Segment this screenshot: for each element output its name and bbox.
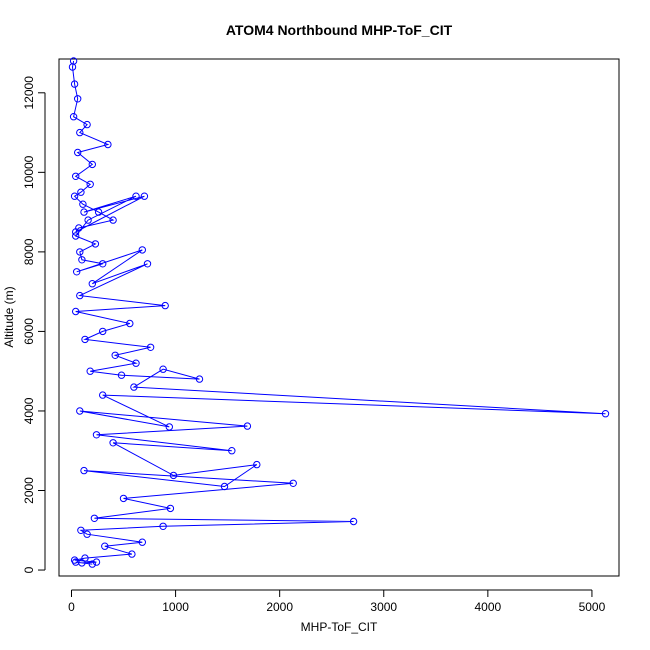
data-point xyxy=(92,558,101,566)
y-axis-label: Altitude (m) xyxy=(2,286,16,347)
y-tick-label: 2000 xyxy=(22,477,36,504)
data-point xyxy=(74,95,82,103)
data-point xyxy=(119,494,128,503)
data-point xyxy=(166,504,175,513)
data-point xyxy=(128,550,136,558)
data-point xyxy=(91,240,100,248)
data-point xyxy=(159,522,167,530)
data-point xyxy=(78,256,86,264)
y-axis: 0 2000 4000 6000 8000 10000 12000 xyxy=(22,76,46,573)
data-point xyxy=(109,439,117,447)
data-point xyxy=(83,530,91,538)
data-point xyxy=(130,383,138,391)
data-point xyxy=(111,351,119,359)
data-point xyxy=(92,431,101,439)
data-point xyxy=(77,188,85,196)
y-tick-label: 10000 xyxy=(22,155,36,189)
x-axis-label: MHP-ToF_CIT xyxy=(301,620,378,634)
x-tick-label: 2000 xyxy=(266,600,293,614)
data-point xyxy=(126,319,134,328)
data-point xyxy=(88,280,97,288)
data-point xyxy=(84,216,92,224)
data-point xyxy=(88,160,97,169)
data-point xyxy=(143,260,152,268)
data-point xyxy=(72,228,80,236)
data-point xyxy=(169,471,178,480)
data-point xyxy=(99,260,107,268)
data-point xyxy=(73,268,81,276)
data-point xyxy=(101,542,109,550)
x-tick-label: 1000 xyxy=(162,600,189,614)
data-point xyxy=(253,460,261,469)
data-point xyxy=(72,172,80,181)
data-point xyxy=(83,120,91,129)
data-point xyxy=(72,558,80,566)
data-point xyxy=(76,407,84,415)
data-point xyxy=(70,80,79,88)
data-point xyxy=(138,538,147,546)
y-tick-label: 4000 xyxy=(22,397,36,424)
data-point xyxy=(86,180,94,189)
data-point xyxy=(79,200,87,208)
data-point xyxy=(77,526,85,534)
x-axis: 0 1000 2000 3000 4000 5000 xyxy=(68,589,606,614)
x-tick-label: 3000 xyxy=(370,600,397,614)
data-point xyxy=(81,335,89,344)
data-point xyxy=(132,359,140,367)
data-point xyxy=(76,128,84,137)
data-point xyxy=(601,410,610,418)
data-point xyxy=(94,208,103,216)
data-point xyxy=(88,560,97,568)
data-point xyxy=(117,371,126,379)
data-point xyxy=(76,248,84,256)
data-series xyxy=(68,57,610,568)
data-point xyxy=(140,192,149,200)
data-point xyxy=(90,514,99,522)
data-point xyxy=(104,140,112,149)
y-tick-label: 6000 xyxy=(22,318,36,345)
data-point xyxy=(99,327,107,336)
y-tick-label: 8000 xyxy=(22,238,36,265)
data-point xyxy=(289,479,297,487)
data-point xyxy=(68,63,77,71)
data-point xyxy=(72,307,80,316)
series-line xyxy=(71,60,606,565)
y-tick-label: 0 xyxy=(22,566,36,573)
data-point xyxy=(138,246,147,254)
chart-title: ATOM4 Northbound MHP-ToF_CIT xyxy=(226,22,453,38)
data-point xyxy=(349,517,358,526)
data-point xyxy=(80,466,88,475)
data-point xyxy=(74,148,82,157)
data-point xyxy=(69,113,78,121)
x-tick-label: 5000 xyxy=(579,600,606,614)
data-point xyxy=(132,192,140,200)
data-point xyxy=(195,375,204,383)
y-tick-label: 12000 xyxy=(22,76,36,110)
plot-frame xyxy=(58,58,620,577)
data-point xyxy=(109,216,117,224)
data-point xyxy=(70,192,79,200)
data-point xyxy=(86,367,94,375)
data-point xyxy=(243,422,252,430)
data-point xyxy=(99,391,107,399)
data-point xyxy=(80,208,88,216)
data-point xyxy=(220,482,229,491)
data-point xyxy=(159,365,167,373)
data-point xyxy=(228,447,236,455)
x-tick-label: 0 xyxy=(68,600,75,614)
data-point xyxy=(72,232,80,240)
data-point xyxy=(165,423,174,431)
data-point xyxy=(76,291,84,300)
x-tick-label: 4000 xyxy=(474,600,501,614)
data-point xyxy=(161,301,169,310)
data-point xyxy=(146,343,155,351)
